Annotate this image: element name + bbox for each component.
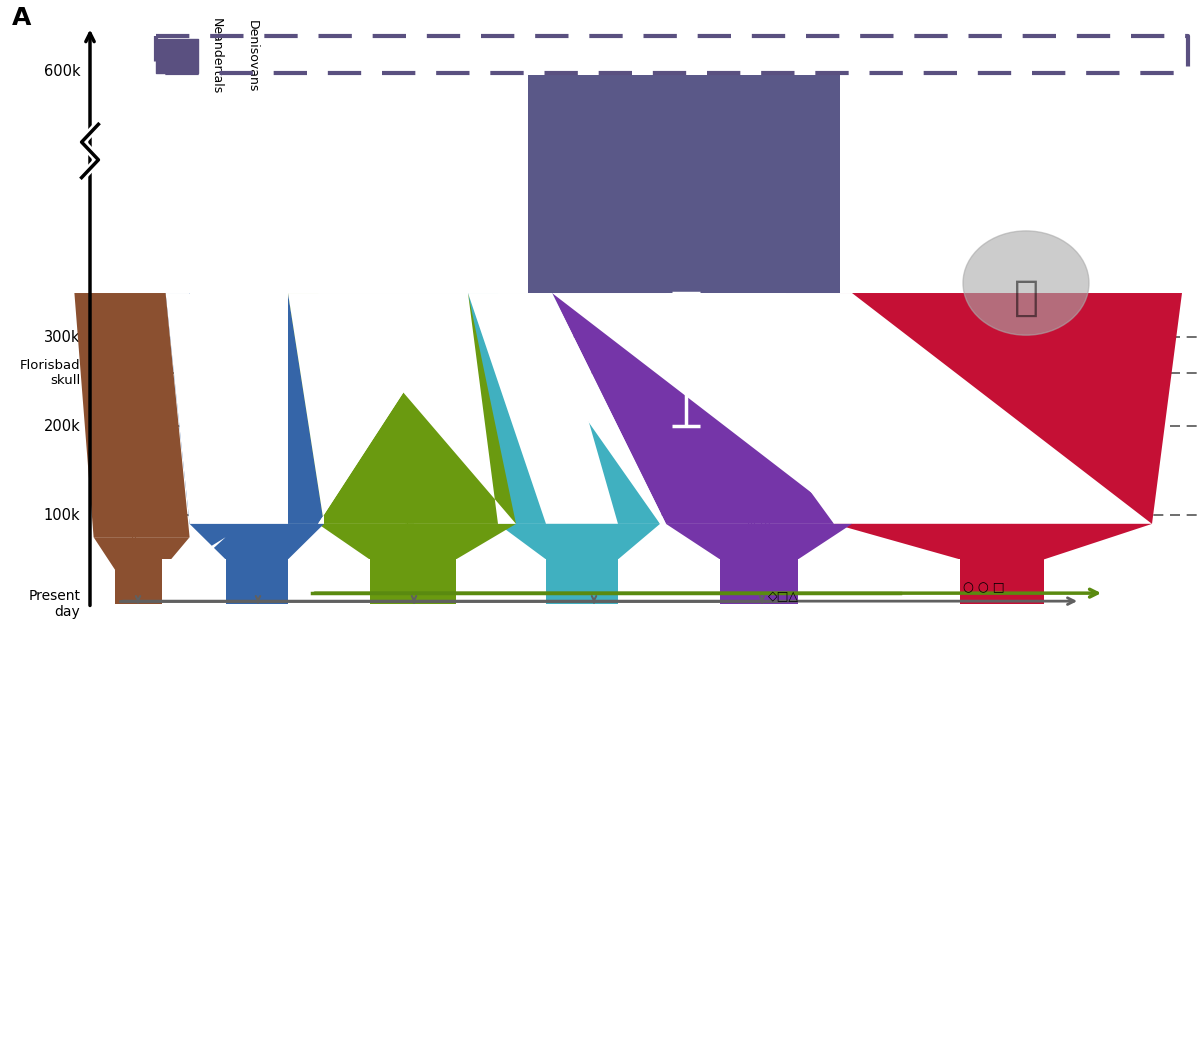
Text: Central African
foragers: Central African foragers [568,476,596,564]
Polygon shape [370,560,456,603]
Text: Denisovans: Denisovans [246,20,259,93]
Polygon shape [288,293,468,523]
Text: 200k: 200k [43,419,80,434]
Polygon shape [166,293,288,523]
Text: Present
day: Present day [29,588,80,619]
Polygon shape [546,560,618,603]
Text: Florisbad
skull: Florisbad skull [19,359,80,387]
Polygon shape [318,293,516,523]
Polygon shape [162,570,226,603]
Polygon shape [162,560,226,603]
Polygon shape [798,560,960,603]
Text: ◇□△: ◇□△ [768,591,799,603]
Polygon shape [960,560,1044,603]
Polygon shape [552,293,852,523]
Polygon shape [226,560,288,603]
Polygon shape [552,293,852,523]
Text: Neandertals: Neandertals [210,18,223,94]
Polygon shape [115,570,162,603]
Polygon shape [666,293,1152,523]
Text: A: A [12,5,31,30]
Polygon shape [618,560,720,603]
Polygon shape [456,560,546,603]
Polygon shape [468,293,660,523]
Polygon shape [288,293,468,523]
Polygon shape [190,523,324,560]
Polygon shape [666,523,852,560]
Polygon shape [162,537,226,570]
Polygon shape [468,293,618,523]
Polygon shape [786,293,1182,523]
Polygon shape [190,293,288,523]
Polygon shape [528,76,840,293]
Polygon shape [720,560,798,603]
Polygon shape [552,293,852,523]
Text: Northern
Khoe-San: Northern Khoe-San [744,503,773,560]
Polygon shape [498,523,660,560]
Text: 🧠: 🧠 [1014,277,1038,319]
Text: ○ ○ □: ○ ○ □ [964,581,1004,595]
Polygon shape [498,293,666,523]
Polygon shape [74,293,190,537]
Polygon shape [318,523,516,560]
Text: East Africans: East Africans [250,492,262,568]
Text: 300k: 300k [44,330,80,345]
Text: Non-Africans: Non-Africans [132,498,144,572]
Text: Southern
Khoe-San: Southern Khoe-San [986,503,1015,560]
Text: West Africans: West Africans [406,484,418,564]
Polygon shape [288,293,516,523]
Polygon shape [288,560,370,603]
Text: 600k: 600k [43,64,80,79]
Polygon shape [94,537,190,570]
Polygon shape [166,293,324,523]
Polygon shape [834,523,1152,560]
Text: 100k: 100k [43,508,80,522]
Ellipse shape [964,231,1090,335]
